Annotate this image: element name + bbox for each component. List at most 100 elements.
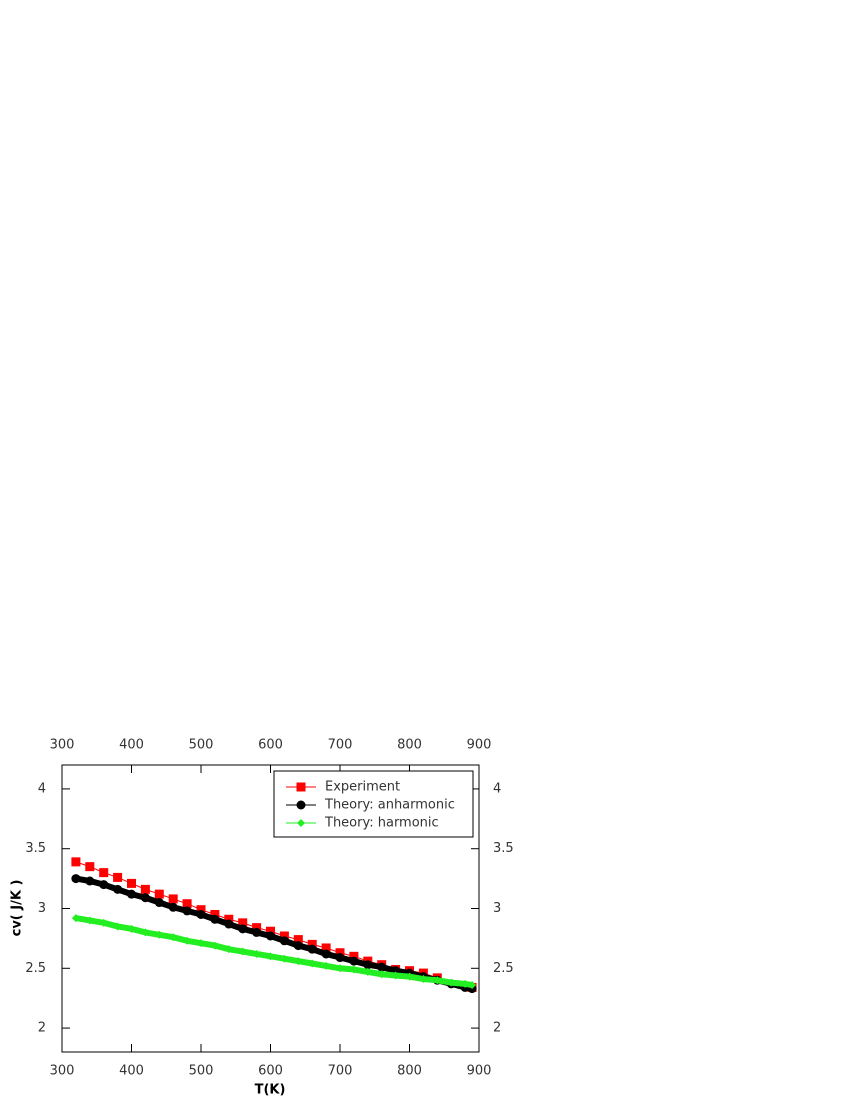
- marker: [71, 857, 81, 867]
- marker: [321, 943, 331, 953]
- y-tick-label-right: 2.5: [493, 961, 514, 976]
- marker: [363, 960, 373, 970]
- x-tick-label-top: 500: [189, 738, 214, 753]
- x-tick-label-top: 400: [119, 738, 144, 753]
- marker: [238, 924, 248, 934]
- marker: [419, 975, 428, 984]
- marker: [182, 906, 192, 916]
- y-tick-label: 2: [38, 1021, 46, 1036]
- marker: [307, 939, 317, 949]
- marker: [266, 931, 275, 941]
- marker: [377, 962, 387, 972]
- marker: [433, 976, 442, 985]
- marker: [210, 941, 219, 950]
- x-tick-label-top: 600: [258, 738, 283, 753]
- marker: [224, 914, 234, 924]
- marker: [447, 978, 456, 987]
- marker: [71, 914, 80, 923]
- marker: [252, 949, 261, 958]
- x-tick-label-top: 700: [328, 738, 353, 753]
- x-tick-label: 900: [467, 1064, 492, 1079]
- x-tick-label: 300: [50, 1064, 75, 1079]
- marker: [197, 939, 205, 948]
- x-tick-label: 500: [189, 1064, 214, 1079]
- y-tick-label-right: 2: [493, 1021, 501, 1036]
- marker: [280, 954, 289, 963]
- marker: [405, 972, 414, 981]
- marker: [266, 952, 275, 961]
- y-tick-label-right: 3: [493, 901, 501, 916]
- series: [71, 914, 477, 990]
- legend: Experiment Theory: anharmonic Theory: harm…: [273, 770, 474, 838]
- marker: [127, 878, 136, 888]
- marker: [168, 894, 178, 904]
- marker: [127, 889, 136, 899]
- marker: [335, 953, 345, 963]
- marker: [224, 919, 234, 929]
- legend-label: Theory: harmonic: [324, 816, 439, 831]
- marker: [224, 945, 233, 954]
- marker: [140, 884, 150, 894]
- x-tick-label-top: 300: [50, 738, 75, 753]
- marker: [279, 931, 289, 941]
- marker: [307, 944, 317, 954]
- marker: [140, 893, 150, 903]
- marker: [252, 923, 262, 933]
- marker: [363, 967, 372, 976]
- marker: [468, 981, 477, 990]
- marker: [238, 918, 248, 928]
- x-tick-label: 400: [119, 1064, 144, 1079]
- marker: [196, 905, 206, 915]
- y-tick-label-right: 4: [493, 781, 501, 796]
- y-tick-label: 3.5: [25, 841, 46, 856]
- marker: [127, 924, 136, 933]
- marker: [113, 884, 123, 894]
- marker: [99, 868, 109, 878]
- marker: [461, 979, 470, 988]
- marker: [294, 957, 303, 966]
- marker: [168, 902, 178, 912]
- marker: [349, 951, 359, 961]
- legend-label: Theory: anharmonic: [324, 798, 455, 813]
- marker: [210, 914, 220, 924]
- marker: [85, 876, 95, 886]
- marker: [99, 918, 108, 927]
- marker: [182, 899, 192, 909]
- legend-marker: [296, 782, 306, 792]
- marker: [322, 961, 331, 970]
- legend-box: [273, 770, 474, 838]
- marker: [154, 898, 164, 908]
- legend-label: Experiment: [325, 780, 400, 795]
- y-tick-label-right: 3.5: [493, 841, 514, 856]
- marker: [85, 862, 95, 872]
- x-tick-label-top: 900: [467, 738, 492, 753]
- legend-marker: [297, 819, 305, 827]
- marker: [336, 964, 344, 973]
- marker: [183, 936, 192, 945]
- marker: [335, 948, 345, 958]
- x-axis-label: T(K): [255, 1083, 286, 1098]
- legend-marker: [296, 800, 306, 810]
- marker: [279, 936, 289, 946]
- marker: [293, 935, 303, 945]
- marker: [85, 916, 94, 925]
- marker: [113, 872, 123, 882]
- marker: [266, 926, 275, 936]
- marker: [113, 922, 122, 931]
- marker: [377, 970, 386, 979]
- y-tick-label: 3: [38, 901, 46, 916]
- marker: [99, 880, 109, 890]
- marker: [293, 941, 303, 951]
- marker: [155, 930, 164, 939]
- marker: [349, 956, 359, 966]
- x-tick-label: 600: [258, 1064, 283, 1079]
- y-tick-label: 4: [38, 781, 46, 796]
- y-axis-label: cv( J/K ): [10, 880, 25, 937]
- marker: [308, 959, 317, 968]
- marker: [391, 971, 400, 980]
- marker: [71, 874, 81, 884]
- marker: [196, 909, 206, 919]
- marker: [349, 965, 358, 974]
